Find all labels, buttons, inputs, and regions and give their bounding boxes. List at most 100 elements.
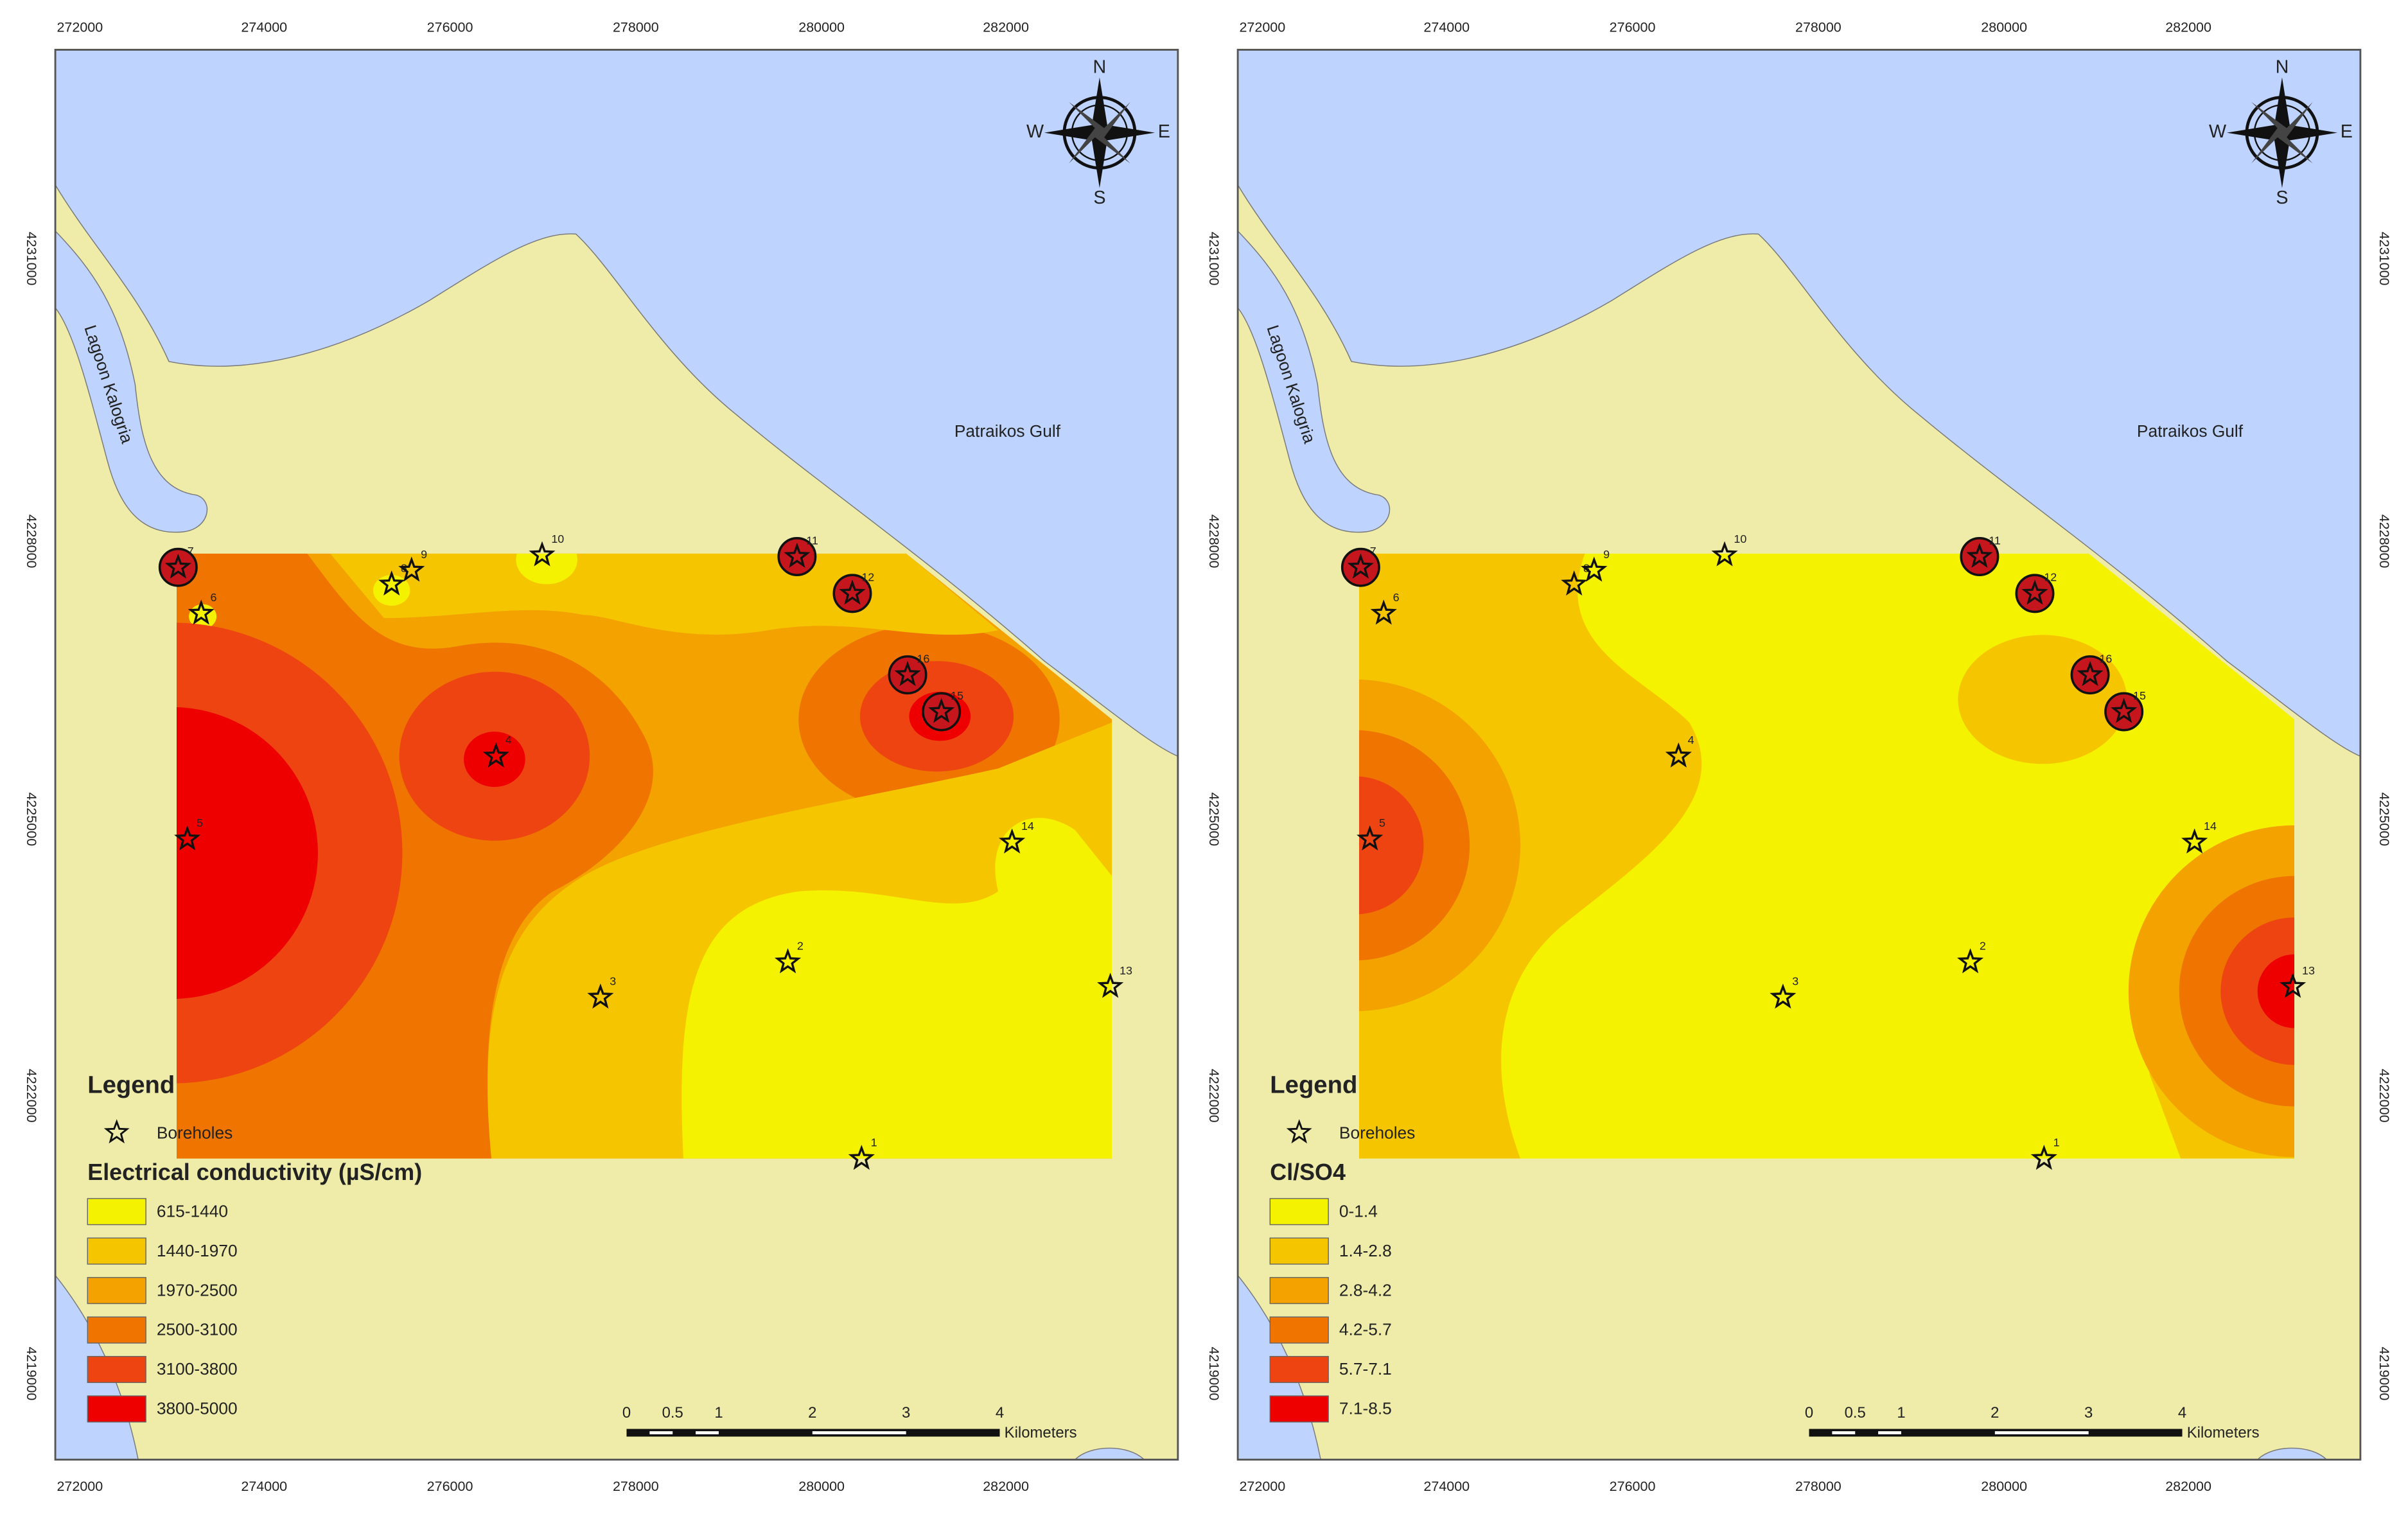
contour-layer [176,553,1112,1159]
borehole-highlight [2015,574,2055,613]
borehole-star [482,742,509,768]
y-tick-label: 4219000 [1206,1347,1222,1401]
map-frame [54,49,1179,1461]
x-tick-label: 278000 [1795,1479,1841,1494]
legend-star [103,1119,130,1144]
borehole-label: 2 [1980,940,1986,953]
borehole-highlight [777,536,817,576]
x-tick-label: 282000 [983,1479,1029,1494]
borehole-label: 6 [211,591,217,604]
legend-title: Legend [87,1071,175,1098]
borehole-label: 15 [2133,689,2146,702]
scale-label: 0.5 [1845,1404,1866,1422]
y-tick-label: 4228000 [24,515,39,568]
y-tick-label: 4219000 [24,1347,39,1401]
contour-zone [176,622,403,1084]
borehole-label: 3 [1792,975,1798,988]
y-tick-label: 4231000 [2377,232,2392,286]
x-tick-label: 280000 [798,1479,845,1494]
y-tick-label: 4222000 [2377,1069,2392,1123]
borehole-star [2030,1145,2057,1170]
compass-letter: E [1158,121,1170,142]
borehole-label: 9 [421,548,427,561]
borehole-label: 4 [505,734,512,746]
contour-zone [176,707,318,999]
borehole-star [1956,948,1984,974]
scale-label: 3 [902,1404,910,1422]
x-tick-label: 278000 [613,1479,659,1494]
scale-label: 1 [714,1404,723,1422]
scale-bar-segment [812,1431,906,1434]
contour-zone [1358,730,1470,961]
x-tick-label: 276000 [1610,20,1656,35]
scale-label: Kilometers [2187,1424,2260,1441]
compass-letter: E [2341,121,2353,142]
borehole-star [2111,698,2138,723]
borehole-star [1097,973,1124,998]
borehole-label: 11 [806,534,818,547]
borehole-star [1581,556,1608,582]
legend-swatch [87,1237,146,1265]
borehole-highlight [158,547,198,587]
borehole-label: 9 [1603,548,1610,561]
legend-label: Boreholes [1339,1123,1415,1142]
borehole-star [1966,542,1993,568]
x-tick-label: 274000 [241,20,287,35]
legend-swatch [1269,1395,1329,1423]
y-tick-label: 4225000 [1206,792,1222,846]
sea-corner [2256,1447,2328,1460]
borehole-star [839,579,866,605]
borehole-label: 15 [951,689,963,702]
borehole-label: 5 [1379,816,1385,829]
x-tick-label: 274000 [241,1479,287,1494]
legend-class-label: 7.1-8.5 [1339,1399,1392,1418]
x-tick-label: 274000 [1423,20,1470,35]
x-tick-label: 276000 [427,1479,473,1494]
borehole-star [1561,570,1588,596]
x-tick-label: 280000 [1981,1479,2027,1494]
borehole-star [1711,541,1738,567]
borehole-highlight [1960,536,1999,576]
contour-zone [681,818,1112,1159]
scale-label: 0 [1805,1404,1813,1422]
scale-bar-segment [1994,1431,2089,1434]
legend-class-label: 1970-2500 [157,1280,238,1299]
scale-label: 0 [622,1404,631,1422]
legend-swatch [87,1277,146,1305]
compass-letter: S [2276,188,2288,208]
legend-label: Boreholes [157,1123,233,1142]
borehole-label: 1 [2053,1136,2060,1149]
borehole-label: 10 [551,533,564,545]
legend-swatch [87,1198,146,1226]
legend-class-label: 0-1.4 [1339,1201,1378,1220]
x-tick-label: 280000 [798,20,845,35]
y-tick-label: 4222000 [1206,1069,1222,1123]
y-tick-label: 4225000 [2377,792,2392,846]
contour-zone [1358,553,1702,1159]
x-tick-label: 278000 [1795,20,1841,35]
legend-class-label: 4.2-5.7 [1339,1320,1392,1339]
compass-letter: W [2209,121,2226,142]
legend-swatch [1269,1237,1329,1265]
contour-zone [1358,679,1521,1012]
legend-swatch [1269,1277,1329,1305]
borehole-label: 6 [1393,591,1400,604]
legend-class-label: 3100-3800 [157,1359,238,1378]
scale-label: 4 [996,1404,1004,1422]
borehole-star [1665,742,1692,768]
lagoon [1238,230,1391,533]
compass-letter: N [1093,57,1107,78]
map-body [1238,49,2360,1460]
borehole-star [1370,599,1397,625]
borehole-label: 2 [797,940,804,953]
borehole-star [2077,661,2104,687]
legend-swatch [1269,1198,1329,1226]
legend-title: Legend [1270,1071,1357,1098]
borehole-label: 12 [2044,571,2057,584]
legend-class-label: 1.4-2.8 [1339,1241,1392,1260]
borehole-star [378,570,405,596]
contour-zone [2179,876,2295,1107]
compass-letter: N [2276,57,2289,78]
contour-zone [1358,776,1424,915]
